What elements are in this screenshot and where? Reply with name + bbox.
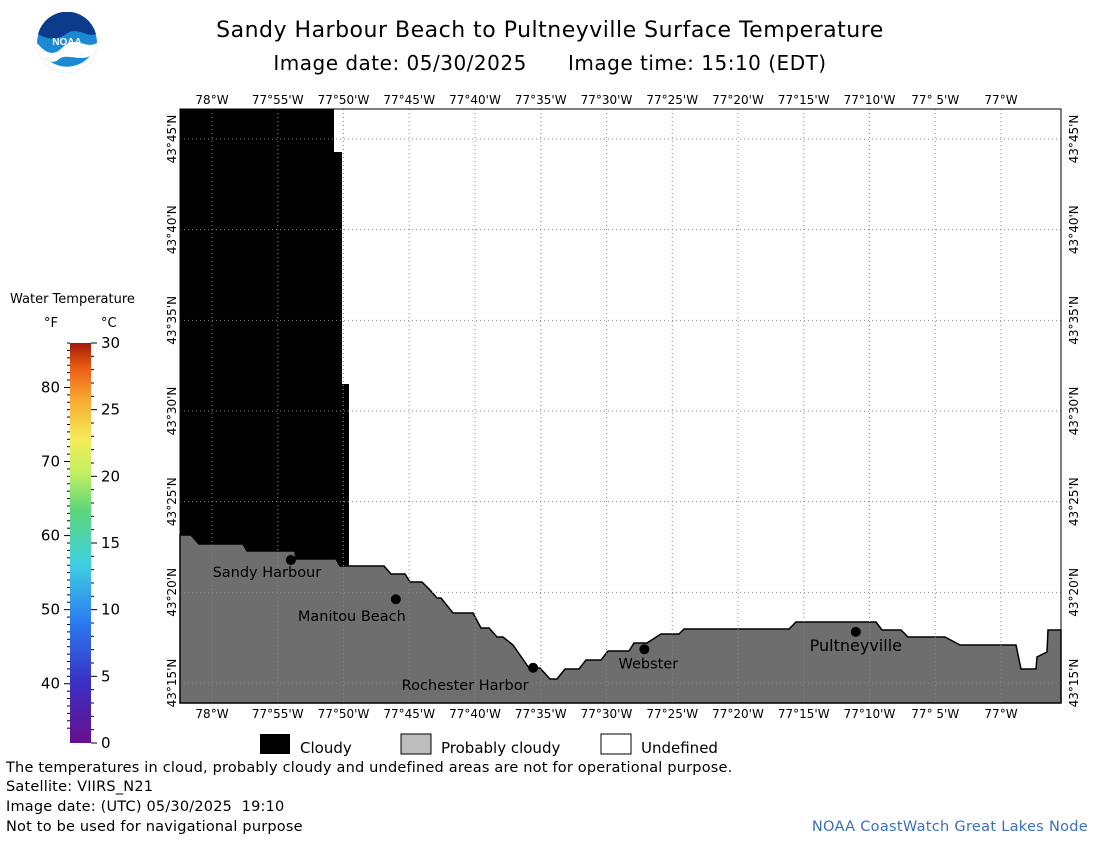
footer-navigation-warning: Not to be used for navigational purpose [6,819,303,835]
longitude-label-top: 77°45'W [383,93,435,107]
probably-cloudy-swatch [400,733,432,755]
map-title: Sandy Harbour Beach to Pultneyville Surf… [216,18,884,43]
latitude-label-left: 43°45'N [165,115,179,164]
longitude-label-bottom: 77°35'W [515,707,567,721]
longitude-label-top: 77°40'W [449,93,501,107]
longitude-label-top: 77°35'W [515,93,567,107]
color-bar-label-f: 50 [41,601,60,619]
latitude-label-left: 43°35'N [165,296,179,345]
undefined-label: Undefined [641,739,718,757]
image-time: Image time: 15:10 (EDT) [567,51,827,75]
latitude-label-left: 43°20'N [165,568,179,617]
temperature-color-bar [70,343,91,743]
place-label: Manitou Beach [298,609,406,625]
credit-link[interactable]: NOAA CoastWatch Great Lakes Node [811,819,1088,835]
longitude-label-bottom: 77°30'W [581,707,633,721]
longitude-label-top: 77°W [984,93,1017,107]
place-markers: Sandy Harbour Manitou Beach Rochester Harb… [213,555,902,694]
longitude-labels-bottom: 78°W 77°55'W 77°50'W 77°45'W 77°40'W 77°35'W 7… [195,707,1017,721]
longitude-label-bottom: 77° 5'W [911,707,959,721]
footer-satellite: Satellite: VIIRS_N21 [6,779,154,795]
legend-unit-f: °F [44,316,58,331]
longitude-label-top: 77°30'W [581,93,633,107]
color-bar-label-f: 80 [41,378,60,396]
latitude-label-right: 43°15'N [1067,659,1081,708]
latitude-label-right: 43°25'N [1067,477,1081,526]
longitude-label-top: 77°20'W [712,93,764,107]
latitude-label-right: 43°35'N [1067,296,1081,345]
longitude-label-top: 77° 5'W [911,93,959,107]
map-subtitle: Image date: 05/30/2025 Image time: 15:10… [0,51,1100,75]
latitude-label-left: 43°15'N [165,659,179,708]
longitude-label-bottom: 77°W [984,707,1017,721]
latitude-labels-left: 43°45'N 43°40'N 43°35'N 43°30'N 43°25'N 43°20… [165,115,179,708]
place-label: Sandy Harbour [213,565,322,581]
footer-disclaimer: The temperatures in cloud, probably clou… [6,760,733,776]
longitude-label-bottom: 77°10'W [844,707,896,721]
longitude-label-bottom: 77°20'W [712,707,764,721]
longitude-labels-top: 78°W 77°55'W 77°50'W 77°45'W 77°40'W 77°35'W 7… [195,93,1017,107]
place-label: Pultneyville [810,636,902,655]
logo-text: NOAA [52,37,81,48]
color-bar-label-f: 60 [41,527,60,545]
color-bar-label-c: 20 [101,467,120,485]
image-date: Image date: 05/30/2025 [273,51,527,75]
place-marker [390,594,401,605]
place-marker [850,626,861,637]
latitude-label-right: 43°20'N [1067,568,1081,617]
probably-cloudy-label: Probably cloudy [441,739,560,757]
longitude-label-bottom: 77°50'W [318,707,370,721]
place-label: Rochester Harbor [402,678,529,694]
color-bar-label-c: 5 [101,667,111,685]
latitude-label-left: 43°40'N [165,205,179,254]
latitude-label-left: 43°30'N [165,387,179,436]
longitude-label-bottom: 77°55'W [252,707,304,721]
color-bar-label-f: 70 [41,453,60,471]
longitude-label-bottom: 77°25'W [646,707,698,721]
place-marker [639,644,650,655]
undefined-swatch [600,733,632,755]
footer-image-date: Image date: (UTC) 05/30/2025 19:10 [6,799,285,815]
latitude-label-right: 43°45'N [1067,115,1081,164]
latitude-labels-right: 43°45'N 43°40'N 43°35'N 43°30'N 43°25'N 43°20… [1067,115,1081,708]
place-label: Webster [618,656,678,672]
legend-title: Water Temperature [10,292,135,307]
legend-unit-c: °C [101,316,117,331]
land-area [179,534,1062,704]
longitude-label-bottom: 77°15'W [778,707,830,721]
grid-lines [180,109,1061,703]
place-marker [285,555,296,566]
longitude-label-top: 77°10'W [844,93,896,107]
color-bar-label-f: 40 [41,675,60,693]
latitude-label-right: 43°40'N [1067,205,1081,254]
color-bar-label-c: 15 [101,534,120,552]
cloudy-swatch [260,734,290,754]
map-frame [179,108,1062,704]
longitude-label-top: 77°50'W [318,93,370,107]
cloudy-label: Cloudy [300,739,352,757]
noaa-logo-icon: NOAA [36,11,98,74]
longitude-label-bottom: 77°45'W [383,707,435,721]
longitude-label-top: 77°55'W [252,93,304,107]
cloud-area [180,109,349,566]
color-bar-label-c: 30 [101,334,120,352]
color-bar-label-c: 25 [101,401,120,419]
longitude-label-top: 77°25'W [646,93,698,107]
color-bar-label-c: 0 [101,734,111,752]
longitude-label-bottom: 78°W [195,707,228,721]
latitude-label-right: 43°30'N [1067,387,1081,436]
latitude-label-left: 43°25'N [165,477,179,526]
longitude-label-top: 78°W [195,93,228,107]
longitude-label-top: 77°15'W [778,93,830,107]
place-marker [528,662,539,673]
longitude-label-bottom: 77°40'W [449,707,501,721]
color-bar-label-c: 10 [101,601,120,619]
